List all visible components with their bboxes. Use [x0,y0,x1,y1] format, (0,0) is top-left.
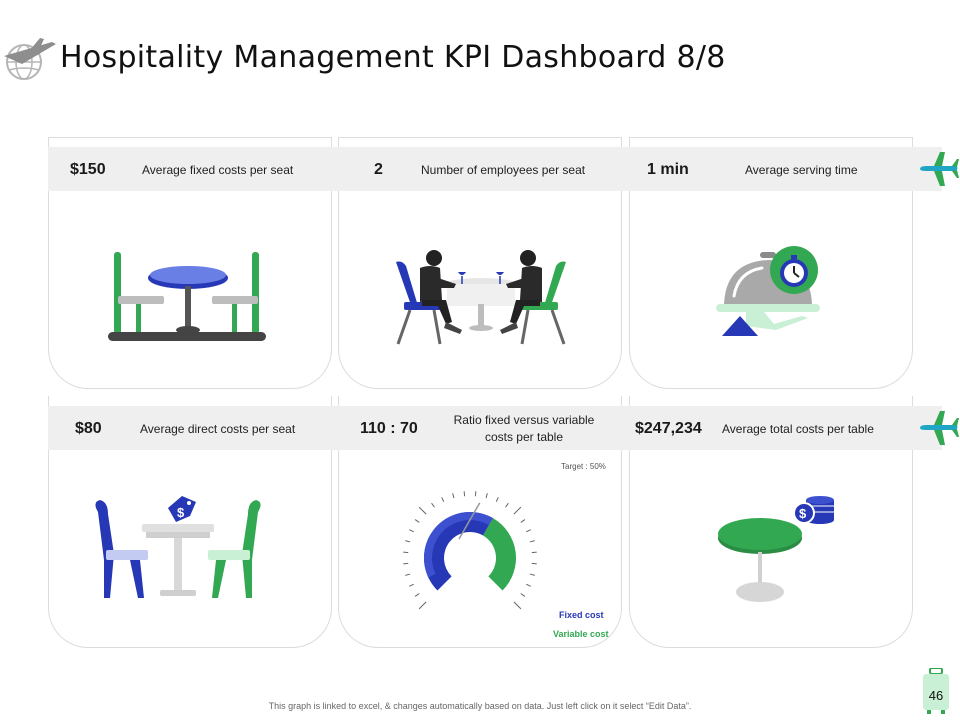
gauge-tick [495,497,499,503]
kpi-label-employees: Number of employees per seat [421,163,586,177]
kpi-label-serving-time: Average serving time [745,163,858,177]
kpi-value-serving-time: 1 min [647,161,689,178]
kpi-label-total-costs: Average total costs per table [722,422,874,436]
gauge-tick [525,529,531,533]
airplane-icon [920,152,959,186]
airplane-icon [920,411,959,445]
svg-text:$: $ [799,506,807,521]
gauge-tick [520,593,526,597]
gauge-tick [431,502,435,508]
kpi-value-total-costs: $247,234 [635,420,702,437]
gauge-tick [418,506,427,515]
gauge-tick [418,601,427,610]
gauge-tick [414,519,420,523]
kpi-value-employees: 2 [374,161,383,178]
kpi-value-fixed-costs: $150 [70,161,106,178]
diners-at-table-icon [396,250,566,345]
gauge-tick [414,593,420,597]
gauge-tick [441,497,445,503]
gauge-tick [405,573,411,576]
legend-fixed-cost: Fixed cost [559,610,604,620]
svg-text:$: $ [177,505,185,520]
cloche-clock-icon [716,246,820,336]
ratio-gauge [403,491,537,610]
gauge-tick [513,506,522,515]
gauge-tick [520,519,526,523]
gauge-tick [513,601,522,610]
luggage-icon [923,668,949,714]
kpi-label-direct-costs: Average direct costs per seat [140,422,296,436]
kpi-value-direct-costs: $80 [75,420,102,437]
footer-note: This graph is linked to excel, & changes… [268,701,692,711]
gauge-tick [405,540,411,543]
kpi-value-ratio: 110 : 70 [360,420,418,437]
globe-plane-icon [4,38,56,80]
page-number: 46 [928,688,944,703]
legend-variable-cost: Variable cost [553,629,609,639]
gauge-tick [409,529,415,533]
gauge-tick [505,502,509,508]
dining-table-chairs-icon [108,252,266,341]
gauge-tick [529,573,535,576]
gauge-tick [485,493,488,499]
page-title: Hospitality Management KPI Dashboard 8/8 [60,40,726,75]
gauge-target-label: Target : 50% [561,462,606,471]
gauge-tick [525,583,531,587]
gauge-tick [529,540,535,543]
kpi-label-ratio: Ratio fixed versus variable costs per ta… [453,413,595,444]
kpi-band-bottom [48,406,942,450]
kpi-label-fixed-costs: Average fixed costs per seat [142,163,294,177]
gauge-tick [452,493,455,499]
table-price-tag-icon: $ [95,496,261,598]
kpi-band-top [48,147,942,191]
round-table-coins-icon: $ [718,496,834,602]
gauge-tick [409,583,415,587]
